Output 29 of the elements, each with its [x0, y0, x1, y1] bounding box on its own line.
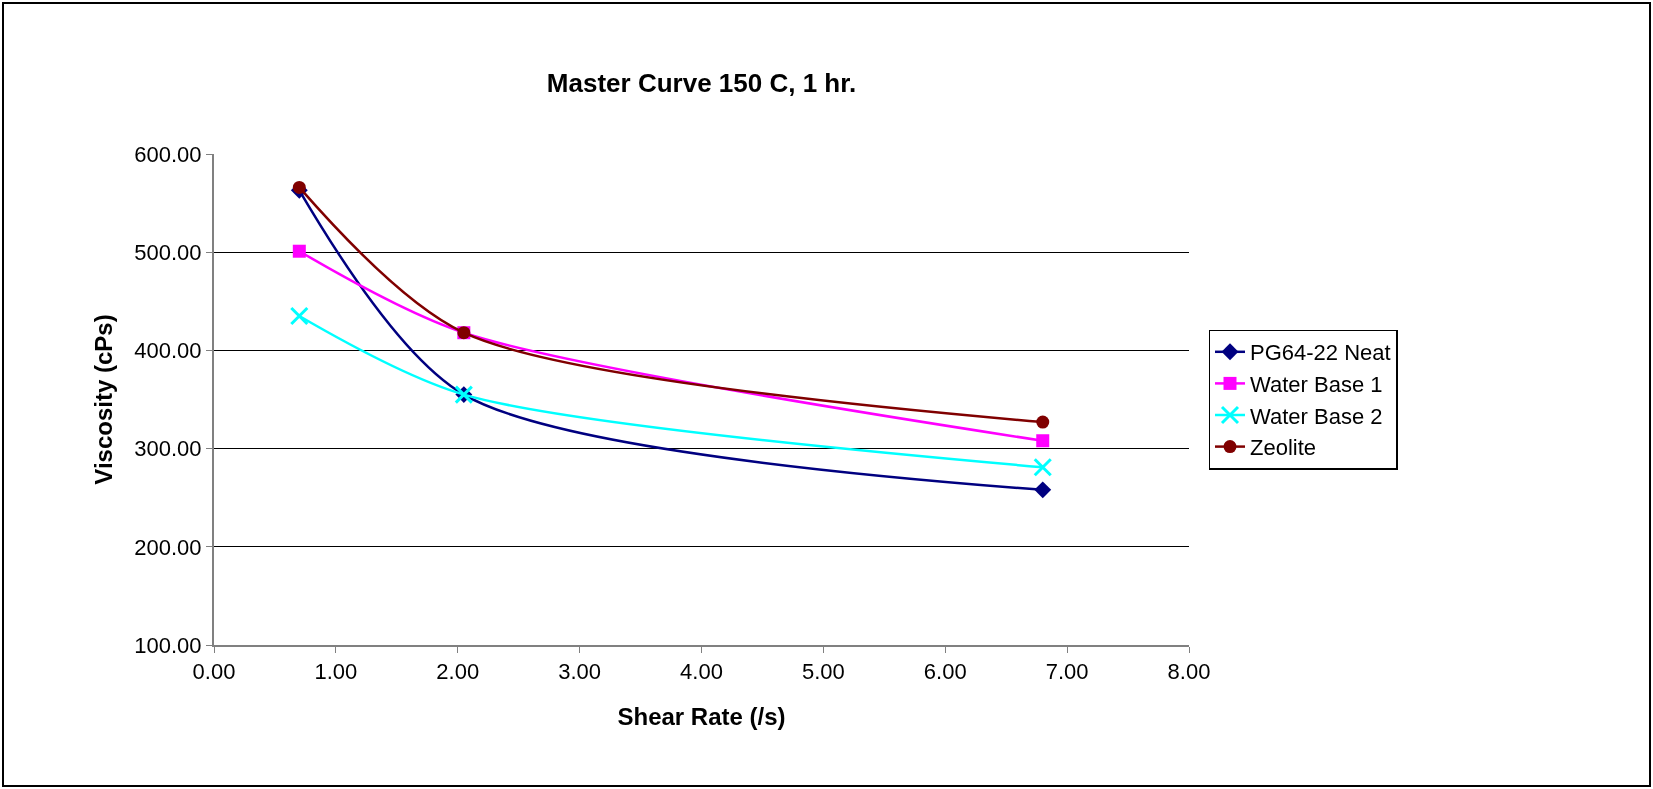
x-tick-label: 4.00	[680, 659, 723, 685]
x-tick-label: 8.00	[1167, 659, 1211, 685]
x-tick-label: 0.00	[192, 659, 236, 685]
legend-label: Zeolite	[1250, 435, 1317, 461]
y-tick-label: 200.00	[134, 534, 202, 560]
x-tick-label: 1.00	[314, 659, 358, 685]
legend-label: Water Base 1	[1250, 371, 1383, 397]
point	[289, 306, 309, 326]
point	[292, 180, 306, 194]
point	[1036, 415, 1050, 429]
chart-title: Master Curve 150 C, 1 hr.	[546, 68, 857, 99]
y-axis-title: Viscosity (cPs)	[89, 314, 117, 485]
y-tick-label: 300.00	[134, 436, 202, 462]
legend-label: Water Base 2	[1250, 403, 1383, 429]
x-tick-label: 2.00	[436, 659, 480, 685]
point	[292, 244, 306, 258]
point	[1033, 457, 1053, 477]
point	[1036, 434, 1050, 448]
x-tick-label: 7.00	[1045, 659, 1089, 685]
point	[1034, 481, 1052, 499]
y-tick-label: 100.00	[134, 632, 202, 658]
y-tick-label: 500.00	[134, 239, 202, 265]
x-tick-label: 6.00	[923, 659, 967, 685]
x-axis-title: Shear Rate (/s)	[617, 703, 786, 731]
y-tick-label: 400.00	[134, 338, 202, 364]
x-tick-label: 5.00	[801, 659, 845, 685]
x-tick-label: 3.00	[558, 659, 602, 685]
y-tick-label: 600.00	[134, 141, 202, 167]
legend-label: PG64-22 Neat	[1250, 340, 1391, 366]
